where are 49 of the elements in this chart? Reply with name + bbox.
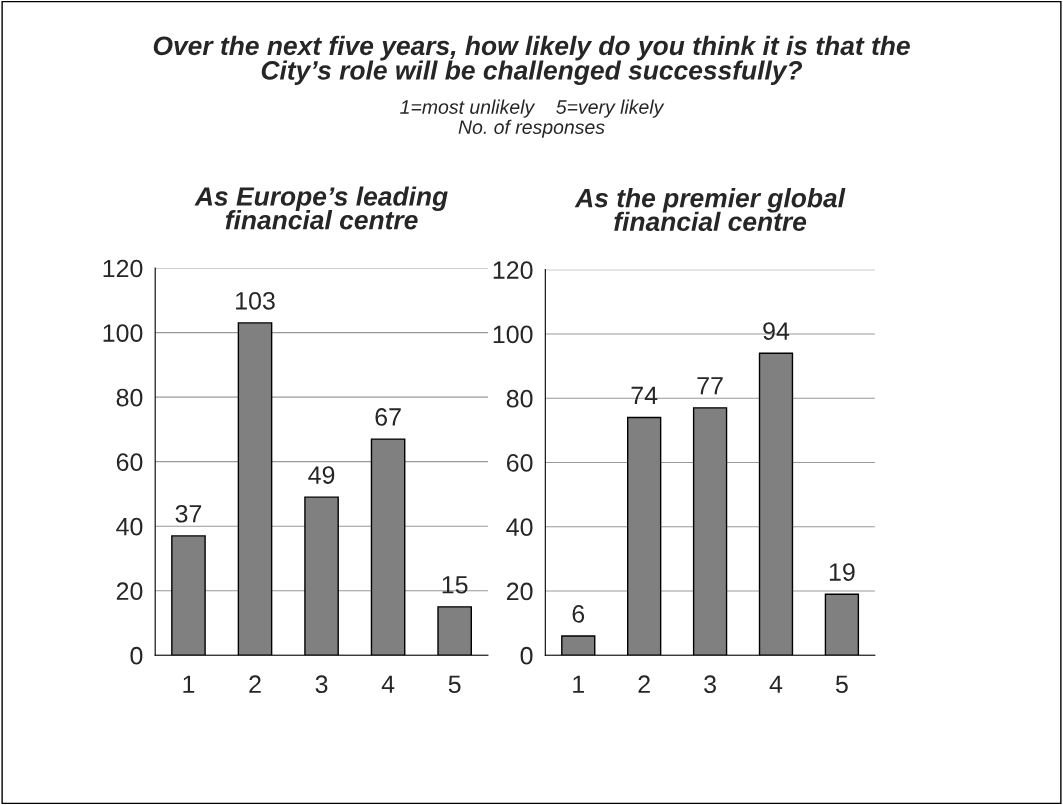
x-tick-label: 1 bbox=[183, 675, 195, 693]
bar bbox=[627, 416, 662, 656]
y-tick-label: 20 bbox=[506, 582, 533, 601]
x-tick-label: 5 bbox=[835, 675, 848, 694]
data-label: 74 bbox=[631, 386, 658, 404]
x-tick-label: 2 bbox=[638, 675, 650, 693]
data-label: 77 bbox=[697, 377, 723, 395]
bar bbox=[304, 496, 339, 656]
bar bbox=[370, 438, 406, 656]
bar bbox=[437, 606, 472, 656]
y-tick-label: 80 bbox=[116, 388, 143, 407]
data-label: 103 bbox=[236, 291, 275, 310]
y-tick-label: 100 bbox=[493, 325, 533, 344]
data-label: 49 bbox=[308, 466, 335, 484]
y-tick-label: 120 bbox=[103, 259, 143, 278]
bar bbox=[692, 407, 728, 656]
x-tick-label: 4 bbox=[769, 675, 783, 693]
data-label: 6 bbox=[572, 605, 585, 623]
chart-title: As Europe’s leading financial centre bbox=[194, 186, 448, 230]
y-tick-label: 100 bbox=[103, 324, 143, 342]
x-tick-label: 2 bbox=[249, 675, 261, 693]
data-label: 19 bbox=[829, 563, 855, 581]
y-tick-label: 60 bbox=[506, 454, 533, 472]
x-tick-label: 4 bbox=[381, 675, 395, 693]
y-tick-label: 60 bbox=[116, 453, 143, 471]
x-tick-label: 1 bbox=[573, 675, 584, 693]
y-tick-label: 40 bbox=[506, 518, 533, 537]
y-tick-label: 0 bbox=[130, 646, 143, 665]
bar bbox=[561, 635, 596, 656]
text: Over the next five years, how likely do you think it is that the City’s role will be challenged successfully? bbox=[153, 35, 910, 85]
bar bbox=[171, 535, 206, 656]
x-tick-label: 5 bbox=[448, 675, 461, 694]
y-tick-label: 40 bbox=[116, 517, 143, 536]
y-tick-label: 80 bbox=[506, 389, 533, 408]
bar bbox=[237, 322, 273, 656]
bar bbox=[824, 593, 860, 656]
chart-title: As the premier global financial centre bbox=[574, 188, 846, 232]
y-tick-label: 20 bbox=[116, 582, 143, 601]
data-label: 67 bbox=[375, 408, 401, 426]
bar bbox=[758, 352, 794, 656]
x-tick-label: 3 bbox=[315, 675, 328, 694]
data-label: 15 bbox=[442, 576, 468, 594]
y-tick-label: 0 bbox=[520, 646, 533, 665]
x-tick-label: 3 bbox=[704, 675, 716, 694]
text: 1=most unlikely 5=very likely bbox=[400, 99, 665, 118]
text: No. of responses bbox=[458, 119, 605, 138]
data-label: 94 bbox=[763, 322, 790, 340]
y-tick-label: 120 bbox=[493, 261, 533, 279]
data-label: 37 bbox=[175, 504, 202, 523]
